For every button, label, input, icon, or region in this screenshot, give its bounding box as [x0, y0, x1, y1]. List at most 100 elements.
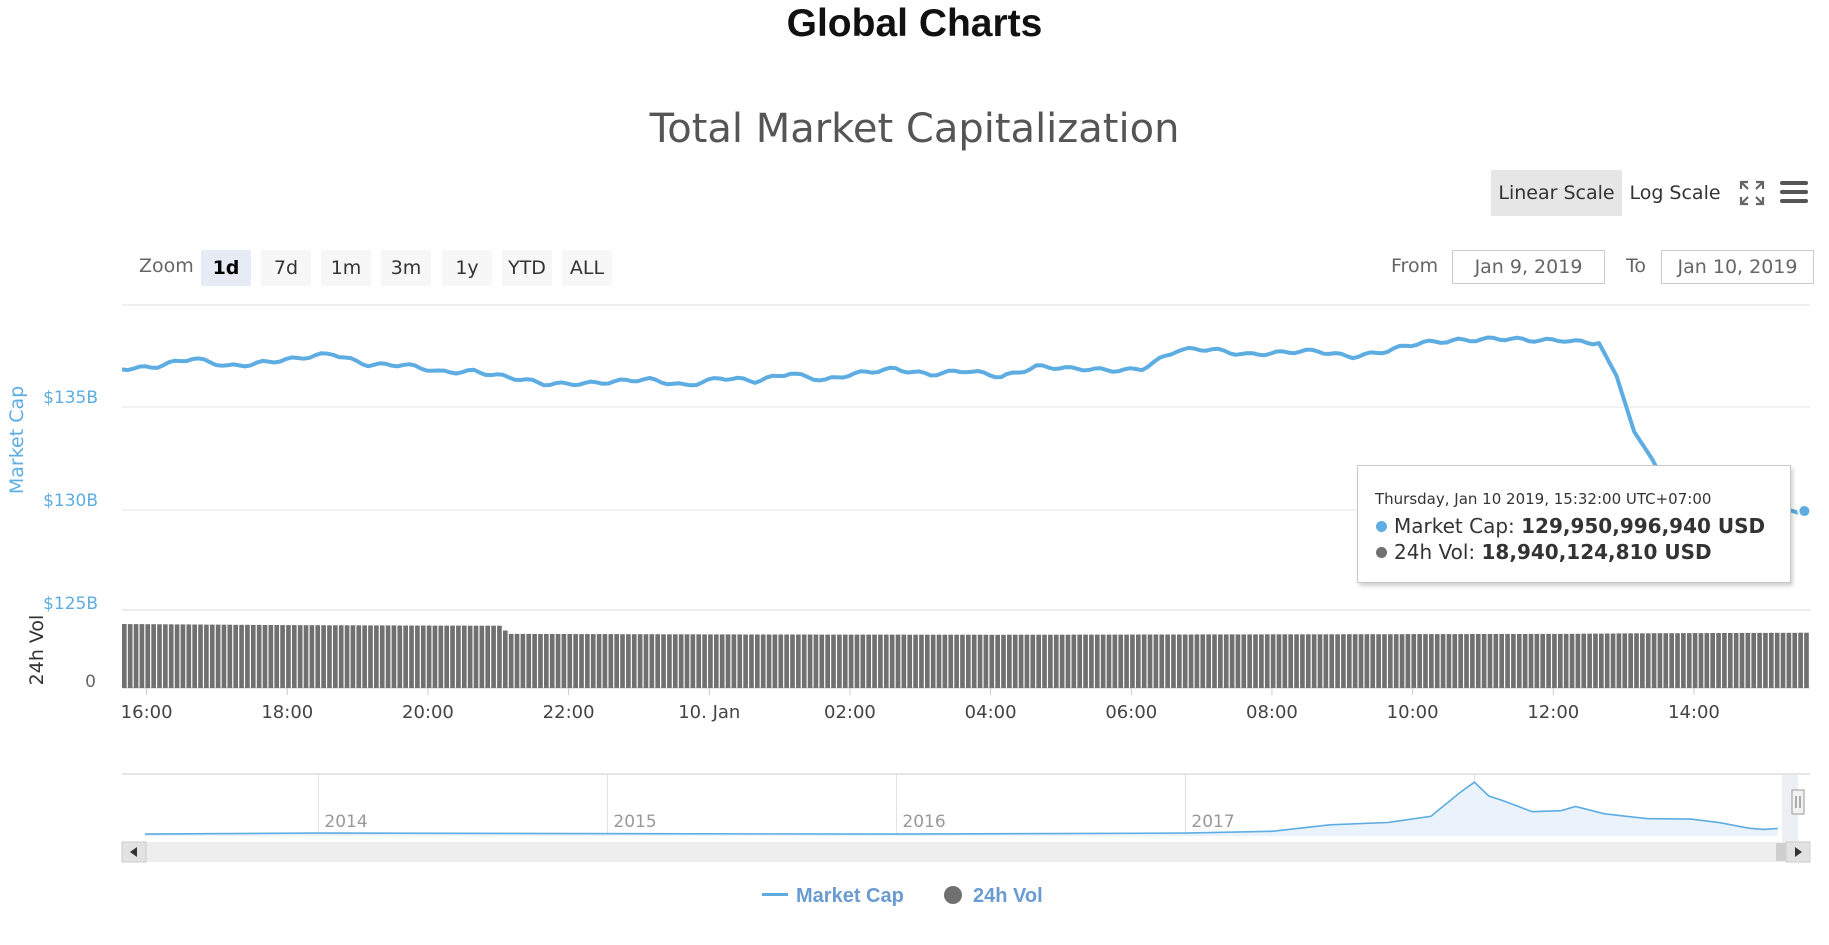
volume-bar: [502, 630, 508, 688]
volume-bar: [432, 625, 438, 688]
volume-bar: [327, 625, 332, 688]
volume-bar: [1628, 633, 1633, 688]
legend-item-volume[interactable]: 24h Vol: [944, 885, 1043, 908]
x-tick-label: 02:00: [824, 702, 876, 723]
volume-bar: [1698, 633, 1704, 688]
volume-bar: [678, 634, 684, 688]
volume-bar: [315, 625, 321, 688]
volume-bar: [837, 634, 842, 688]
menu-icon[interactable]: [1779, 178, 1809, 206]
navigator-labels: 2014 2015 2016 2017 2018: [317, 774, 1524, 836]
zoom-1m-button[interactable]: 1m: [321, 250, 371, 286]
scrollbar-thumb[interactable]: [1776, 843, 1786, 861]
scrollbar-left-button[interactable]: [121, 841, 147, 863]
volume-bar: [1534, 633, 1540, 688]
volume-bar: [971, 634, 977, 688]
volume-bar: [1200, 634, 1206, 688]
volume-bar: [1329, 634, 1335, 688]
navigator-area: [145, 782, 1778, 836]
scrollbar-track[interactable]: [122, 842, 1810, 862]
volume-bar: [338, 625, 344, 688]
volume-bar: [1634, 633, 1639, 688]
volume-bar: [1305, 634, 1311, 688]
zoom-1d-button[interactable]: 1d: [201, 250, 251, 286]
volume-bar: [620, 634, 625, 688]
navigator: 2014 2015 2016 2017 2018: [121, 773, 1811, 863]
volume-bar: [356, 625, 362, 688]
volume-bar: [256, 624, 262, 688]
volume-bar: [778, 634, 784, 688]
volume-bar: [1528, 633, 1534, 688]
volume-bar: [1763, 632, 1768, 688]
zoom-7d-button[interactable]: 7d: [261, 250, 311, 286]
volume-bar: [438, 625, 444, 688]
y-tick-label: $135B: [43, 388, 98, 408]
to-date-input[interactable]: [1661, 250, 1814, 284]
volume-bar: [122, 624, 127, 688]
zoom-1y-button[interactable]: 1y: [442, 250, 492, 286]
from-date-input[interactable]: [1452, 250, 1605, 284]
tooltip-label-volume: 24h Vol:: [1394, 540, 1476, 564]
navigator-handle[interactable]: [1791, 789, 1805, 815]
volume-bar: [145, 624, 151, 688]
volume-bar: [1194, 634, 1200, 688]
volume-bar: [1516, 634, 1522, 688]
legend-label-market-cap: Market Cap: [796, 885, 904, 907]
arrow-left-icon: [130, 847, 137, 857]
volume-bar: [725, 634, 731, 688]
legend-item-market-cap[interactable]: Market Cap: [762, 885, 904, 908]
volume-bar: [1364, 634, 1370, 688]
volume-bar: [1780, 632, 1786, 688]
volume-bar: [286, 625, 291, 688]
volume-bar: [1593, 633, 1598, 688]
log-scale-button[interactable]: Log Scale: [1624, 170, 1726, 216]
zoom-ytd-button[interactable]: YTD: [502, 250, 552, 286]
volume-bar: [749, 634, 754, 688]
fullscreen-icon-svg: [1739, 180, 1765, 206]
zoom-3m-button[interactable]: 3m: [381, 250, 431, 286]
volume-bar: [760, 634, 766, 688]
volume-bar: [1499, 634, 1505, 688]
zoom-all-button[interactable]: ALL: [562, 250, 612, 286]
y-tick-label: $125B: [43, 594, 98, 614]
volume-bar: [221, 624, 227, 688]
volume-bar: [813, 634, 819, 688]
tooltip-row-market-cap: Market Cap: 129,950,996,940 USD: [1376, 514, 1765, 538]
scrollbar-right-button[interactable]: [1785, 841, 1811, 863]
volume-bar: [1270, 634, 1276, 688]
volume-bar: [1247, 634, 1252, 688]
volume-bar: [1317, 634, 1323, 688]
volume-bar: [297, 625, 303, 688]
volume-bar: [1001, 634, 1006, 688]
volume-bar: [397, 625, 403, 688]
linear-scale-button[interactable]: Linear Scale: [1491, 170, 1622, 216]
volume-bar: [1288, 634, 1294, 688]
volume-bar: [1452, 634, 1458, 688]
volume-bar: [456, 625, 461, 688]
volume-bar: [262, 625, 268, 688]
line-swatch-icon: [762, 893, 788, 896]
volume-bar: [1581, 633, 1587, 688]
volume-bar: [1511, 634, 1516, 688]
volume-bar: [1563, 633, 1569, 688]
volume-bar: [1059, 634, 1065, 688]
volume-bar: [596, 634, 602, 688]
volume-bar: [614, 634, 619, 688]
volume-bar: [1622, 633, 1628, 688]
chart-title: Total Market Capitalization: [649, 106, 1180, 152]
volume-bar: [954, 634, 959, 688]
tooltip-date: Thursday, Jan 10 2019, 15:32:00 UTC+07:0…: [1375, 490, 1712, 508]
volume-bar: [215, 624, 221, 688]
volume-bar: [250, 624, 256, 688]
volume-bar: [157, 624, 162, 688]
volume-bar: [1241, 634, 1247, 688]
volume-bar: [426, 625, 432, 688]
volume-bar: [1259, 634, 1264, 688]
volume-bar: [1493, 634, 1499, 688]
volume-bar: [602, 634, 608, 688]
volume-bar: [192, 624, 197, 688]
fullscreen-icon[interactable]: [1739, 180, 1765, 206]
volume-bar: [960, 634, 965, 688]
volume-bar: [1786, 632, 1792, 688]
volume-bar: [1124, 634, 1129, 688]
